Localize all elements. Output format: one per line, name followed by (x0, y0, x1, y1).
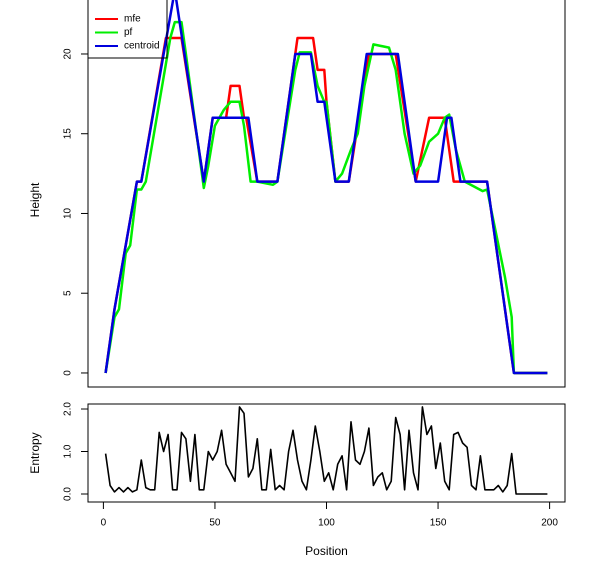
series-line (104, 0, 548, 375)
plot-box (87, 0, 566, 388)
y-tick-label: 10 (63, 207, 74, 219)
plot-area (104, 406, 548, 495)
plot-box (87, 403, 566, 503)
y-tick-label: 5 (63, 290, 74, 296)
y-tick-label: 0.0 (63, 487, 74, 501)
y-tick-label: 2.0 (63, 402, 74, 416)
x-axis-label: Position (305, 544, 348, 558)
series-line (104, 20, 548, 375)
y-tick-label: 15 (63, 128, 74, 140)
x-tick-label: 50 (209, 518, 221, 529)
legend-label: pf (124, 27, 133, 38)
x-tick-label: 100 (318, 518, 335, 529)
data-line (104, 406, 548, 495)
y-axis-label: Entropy (28, 432, 42, 473)
legend-label: mfe (124, 14, 141, 25)
y-tick-label: 20 (63, 48, 74, 60)
plot-area (104, 0, 548, 375)
series-line (104, 36, 548, 375)
legend-label: centroid (124, 41, 160, 52)
legend: mfe pf centroid (87, 0, 168, 59)
y-tick-label: 1.0 (63, 444, 74, 458)
legend-box (87, 0, 168, 59)
x-tick-label: 200 (541, 518, 558, 529)
y-tick-label: 0 (63, 370, 74, 376)
x-tick-label: 150 (430, 518, 447, 529)
y-axis-label: Height (28, 182, 42, 217)
x-tick-label: 0 (101, 518, 107, 529)
